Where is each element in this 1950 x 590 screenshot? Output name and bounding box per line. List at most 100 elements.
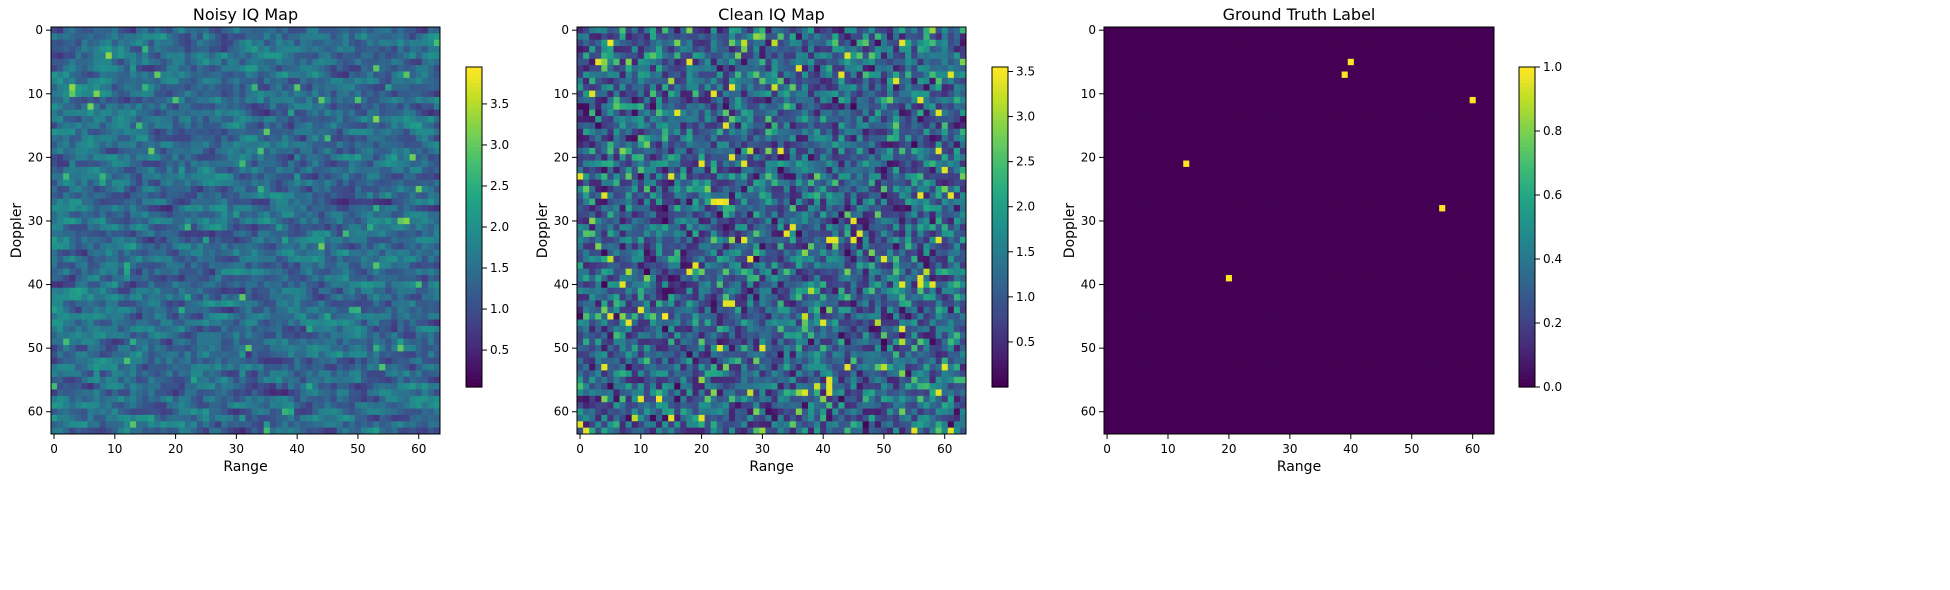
heatmap-cell: [403, 332, 411, 340]
heatmap-cell: [275, 332, 283, 340]
heatmap-cell: [403, 116, 411, 123]
heatmap-cell: [385, 249, 392, 257]
heatmap-cell: [637, 71, 645, 79]
heatmap-cell: [421, 58, 429, 66]
heatmap-cell: [154, 46, 161, 53]
heatmap-cell: [93, 135, 101, 142]
heatmap-cell: [93, 122, 101, 130]
heatmap-cell: [215, 65, 222, 72]
heatmap-cell: [136, 325, 143, 333]
heatmap-cell: [63, 255, 70, 263]
heatmap-cell: [99, 319, 107, 327]
heatmap-cell: [184, 109, 192, 117]
heatmap-cell: [306, 224, 313, 231]
heatmap-cell: [111, 300, 119, 308]
heatmap-cell: [300, 160, 307, 168]
heatmap-cell: [117, 33, 125, 41]
heatmap-cell: [306, 135, 313, 142]
heatmap-cell: [288, 344, 295, 352]
heatmap-cell: [75, 319, 82, 327]
heatmap-cell: [619, 77, 627, 85]
heatmap-cell: [136, 166, 143, 174]
heatmap-cell: [57, 325, 64, 333]
colorbar-segment: [466, 135, 482, 140]
heatmap-cell: [105, 116, 113, 123]
heatmap-cell: [354, 39, 362, 47]
heatmap-cell: [63, 351, 70, 359]
heatmap-cell: [93, 65, 101, 72]
heatmap-cell: [367, 376, 374, 384]
heatmap-cell: [324, 147, 331, 155]
heatmap-cell: [318, 198, 325, 206]
heatmap-cell: [75, 147, 82, 155]
heatmap-cell: [51, 52, 58, 60]
heatmap-cell: [330, 96, 338, 104]
heatmap-cell: [160, 122, 167, 130]
heatmap-cell: [111, 268, 119, 276]
heatmap-cell: [136, 395, 143, 403]
heatmap-cell: [312, 427, 319, 435]
heatmap-cell: [391, 211, 398, 219]
heatmap-cell: [239, 230, 246, 238]
heatmap-cell: [160, 332, 167, 340]
heatmap-cell: [306, 96, 313, 104]
heatmap-cell: [251, 262, 259, 270]
heatmap-cell: [433, 27, 441, 34]
heatmap-cell: [148, 39, 155, 47]
heatmap-cell: [99, 275, 107, 282]
heatmap-cell: [215, 300, 222, 308]
heatmap-cell: [202, 46, 210, 53]
heatmap-cell: [330, 236, 338, 244]
heatmap-cell: [93, 77, 101, 85]
heatmap-cell: [820, 96, 827, 104]
heatmap-cell: [190, 46, 198, 53]
heatmap-cell: [63, 294, 70, 301]
heatmap-cell: [385, 338, 392, 346]
heatmap-cell: [69, 351, 76, 359]
heatmap-cell: [51, 154, 58, 161]
heatmap-cell: [172, 135, 180, 142]
heatmap-cell: [178, 306, 186, 314]
heatmap-cell: [373, 370, 380, 378]
heatmap-cell: [336, 147, 344, 155]
heatmap-cell: [899, 39, 906, 47]
heatmap-cell: [868, 52, 876, 60]
heatmap-cell: [130, 287, 137, 295]
heatmap-cell: [391, 306, 398, 314]
heatmap-cell: [227, 198, 234, 206]
heatmap-cell: [123, 173, 131, 181]
heatmap-cell: [294, 46, 301, 53]
heatmap-cell: [789, 71, 797, 79]
heatmap-cell: [385, 154, 392, 161]
heatmap-cell: [160, 376, 167, 384]
heatmap-cell: [51, 313, 58, 320]
heatmap-cell: [227, 33, 234, 41]
heatmap-cell: [166, 325, 173, 333]
heatmap-cell: [415, 65, 423, 72]
heatmap-cell: [105, 166, 113, 174]
heatmap-cell: [148, 255, 155, 263]
heatmap-cell: [154, 77, 161, 85]
heatmap-cell: [637, 96, 645, 104]
heatmap-cell: [209, 325, 216, 333]
heatmap-cell: [215, 255, 222, 263]
heatmap-cell: [923, 52, 930, 60]
heatmap-cell: [300, 84, 307, 91]
heatmap-cell: [759, 33, 766, 41]
heatmap-cell: [87, 96, 94, 104]
heatmap-cell: [288, 173, 295, 181]
heatmap-cell: [184, 179, 192, 187]
heatmap-cell: [136, 383, 143, 390]
heatmap-cell: [105, 268, 113, 276]
heatmap-cell: [421, 52, 429, 60]
heatmap-cell: [142, 313, 149, 320]
heatmap-cell: [172, 402, 180, 409]
heatmap-cell: [294, 71, 301, 79]
heatmap-cell: [367, 294, 374, 301]
heatmap-cell: [251, 224, 259, 231]
heatmap-cell: [63, 198, 70, 206]
heatmap-cell: [190, 192, 198, 200]
heatmap-cell: [342, 27, 350, 34]
heatmap-cell: [257, 116, 265, 123]
heatmap-cell: [601, 90, 608, 98]
